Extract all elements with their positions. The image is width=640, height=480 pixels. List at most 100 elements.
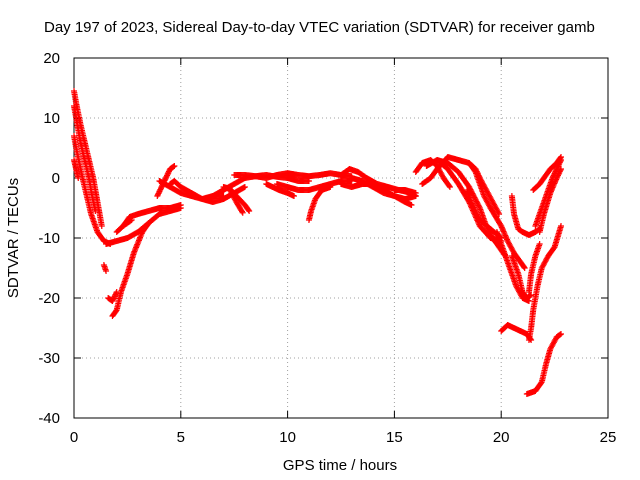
x-tick-label: 25 (600, 429, 617, 446)
data-point (245, 207, 252, 213)
data-track (523, 331, 565, 397)
data-track (498, 322, 535, 343)
y-tick-label: 20 (43, 50, 60, 67)
data-point (446, 184, 453, 190)
data-point (468, 199, 475, 205)
data-point (557, 167, 564, 174)
data-point (92, 208, 99, 214)
data-point (474, 199, 481, 206)
data-point (412, 190, 419, 196)
data-point (75, 175, 82, 181)
x-tick-label: 10 (279, 429, 296, 446)
y-tick-label: -30 (38, 350, 60, 367)
data-point (537, 380, 544, 387)
data-point (127, 217, 134, 224)
data-point (470, 203, 477, 210)
data-point (472, 207, 479, 214)
x-tick-label: 5 (177, 429, 185, 446)
data-point (472, 197, 479, 204)
data-track (113, 217, 135, 235)
y-tick-label: 10 (43, 110, 60, 127)
data-point (145, 220, 152, 226)
data-track (338, 181, 415, 208)
y-axis-label: SDTVAR / TECUs (5, 178, 22, 298)
data-point (291, 193, 298, 199)
data-point (128, 217, 135, 223)
data-point (468, 200, 475, 207)
data-point (469, 201, 476, 208)
data-track (536, 166, 565, 235)
data-point (144, 221, 151, 228)
data-point (557, 155, 564, 161)
data-point (470, 204, 477, 211)
y-tick-label: -10 (38, 230, 60, 247)
data-point (177, 202, 184, 208)
data-point (171, 163, 178, 169)
y-tick-label: -20 (38, 290, 60, 307)
data-point (246, 208, 253, 214)
data-point (113, 308, 120, 314)
data-point (520, 264, 527, 270)
data-point (521, 265, 528, 271)
data-track (109, 220, 152, 319)
data-point (558, 166, 565, 172)
data-track (120, 202, 184, 229)
data-point (408, 202, 415, 208)
x-tick-label: 15 (386, 429, 403, 446)
data-track (71, 103, 99, 214)
x-tick-labels: 0 5 10 15 20 25 (70, 429, 617, 446)
data-point (476, 173, 483, 180)
y-tick-labels: -40 -30 -20 -10 0 10 20 (38, 50, 60, 427)
data-point (474, 212, 481, 219)
data-point (220, 193, 227, 199)
data-point (446, 182, 453, 189)
data-track (231, 170, 355, 181)
data-track (263, 181, 298, 199)
data-point (536, 241, 543, 247)
data-point (103, 268, 110, 274)
data-point (558, 154, 565, 160)
data-point (239, 208, 246, 215)
x-axis-label: GPS time / hours (283, 457, 397, 474)
x-tick-label: 0 (70, 429, 78, 446)
data-point (475, 202, 482, 209)
data-point (473, 210, 480, 217)
data-point (471, 205, 478, 212)
data-track (105, 289, 120, 304)
chart-title: Day 197 of 2023, Sidereal Day-to-day VTE… (44, 19, 595, 36)
data-point (476, 203, 483, 210)
data-track (530, 154, 565, 193)
data-track (305, 184, 334, 223)
data-track (156, 178, 227, 202)
data-point (558, 331, 565, 337)
data-point (98, 223, 105, 229)
data-track (71, 157, 82, 181)
data-track (348, 175, 419, 202)
axis-ticks (73, 57, 609, 419)
data-point (475, 214, 482, 221)
data-track (71, 133, 114, 247)
data-point (472, 208, 479, 215)
data-point (550, 245, 557, 252)
data-point (327, 184, 334, 190)
data-track (391, 187, 419, 196)
data-point (474, 211, 481, 218)
data-point (241, 184, 248, 190)
x-tick-label: 20 (493, 429, 510, 446)
y-tick-label: -40 (38, 410, 60, 427)
data-track (525, 241, 543, 295)
data-track (508, 253, 535, 301)
data-track (100, 262, 110, 274)
data-point (468, 189, 475, 196)
data-point (239, 209, 246, 216)
grid (74, 58, 608, 418)
data-track (525, 223, 565, 343)
data-track (464, 187, 505, 241)
data-point (474, 201, 481, 208)
data-track (226, 187, 246, 216)
data-point (558, 223, 565, 229)
y-tick-label: 0 (52, 170, 60, 187)
data-track (273, 178, 355, 193)
data-points (71, 88, 565, 397)
